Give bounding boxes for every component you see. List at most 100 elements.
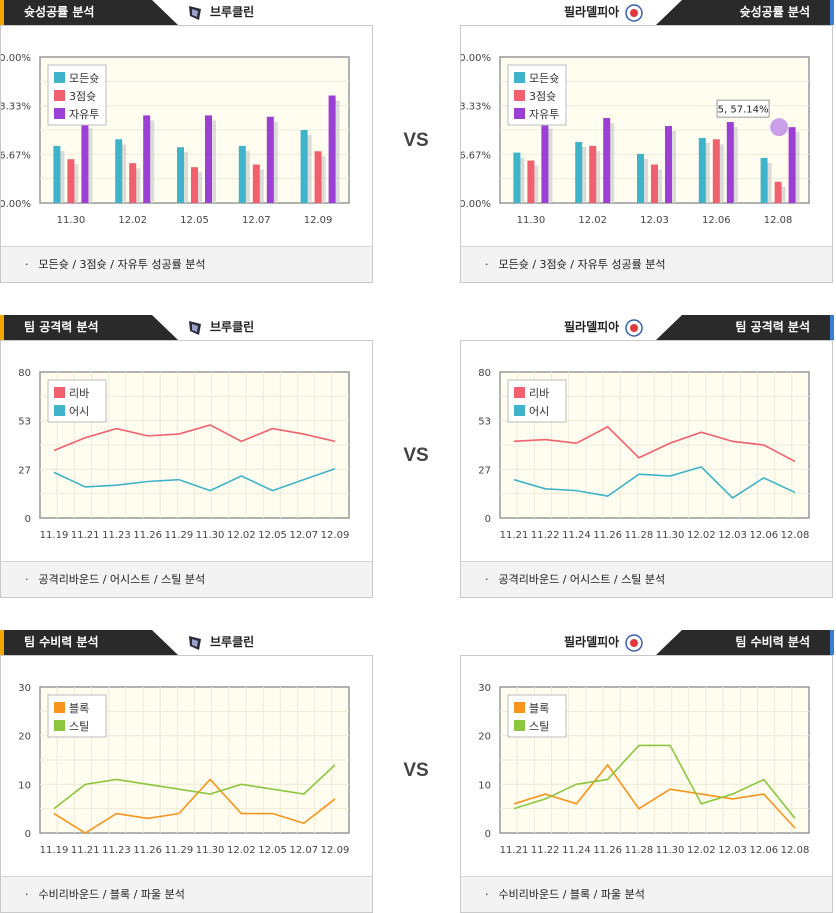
y-tick-label: 0 <box>25 829 31 840</box>
section-header: 필라델피아 팀 수비력 분석 <box>460 630 834 656</box>
bar-shadow <box>545 128 553 203</box>
team-name[interactable]: 필라델피아 <box>564 630 643 655</box>
bar <box>589 145 597 203</box>
legend-label: 어시 <box>69 405 89 418</box>
x-tick-label: 12.08 <box>781 530 810 541</box>
x-tick-label: 12.06 <box>702 215 731 226</box>
footer-text: 공격리바운드 / 어시스트 / 스틸 분석 <box>38 573 206 586</box>
x-tick-label: 11.26 <box>593 845 622 856</box>
philadelphia-logo-icon <box>625 318 643 337</box>
y-tick-label: 53 <box>478 417 491 428</box>
x-tick-label: 12.06 <box>749 845 778 856</box>
team-name-text: 필라델피아 <box>564 320 620 334</box>
y-tick-label: 53 <box>18 417 31 428</box>
section-header: 팀 공격력 분석 브루클린 <box>0 315 373 341</box>
brooklyn-logo-icon <box>189 320 201 335</box>
bar-shadow <box>531 165 539 203</box>
bar <box>300 130 308 203</box>
x-tick-label: 11.30 <box>196 530 225 541</box>
bar <box>53 145 61 203</box>
x-tick-label: 12.05 <box>258 845 287 856</box>
y-tick-label: 110.00% <box>1 53 31 64</box>
y-tick-label: 10 <box>478 780 491 791</box>
vs-label: VS <box>403 130 429 151</box>
legend-swatch <box>514 702 525 713</box>
bar-shadow <box>778 186 786 203</box>
bar-shadow <box>517 157 525 203</box>
bar-shadow <box>133 168 141 203</box>
legend-label: 3점슛 <box>529 90 556 103</box>
vs-label: VS <box>403 760 429 781</box>
bar-shadow <box>242 150 250 203</box>
offense-panel-left: 팀 공격력 분석 브루클린 80 53 27 0 11.19 11.21 11.23 11.2… <box>0 315 373 598</box>
x-tick-label: 11.21 <box>500 530 529 541</box>
bar-shadow <box>764 162 772 203</box>
y-tick-label: 36.67% <box>1 150 31 161</box>
y-tick-label: 10 <box>18 780 31 791</box>
hover-marker <box>770 118 789 137</box>
x-tick-label: 11.29 <box>165 845 194 856</box>
x-tick-label: 11.19 <box>40 845 69 856</box>
divider <box>460 25 833 26</box>
bar <box>205 115 212 203</box>
chart-footer: · 수비리바운드 / 블록 / 파울 분석 <box>1 876 372 912</box>
shooting-chart-right: 110.00% 73.33% 36.67% 0.00% 11.30 12.02 12.03 1… <box>447 53 810 226</box>
team-name[interactable]: 브루클린 <box>186 630 254 655</box>
footer-text: 공격리바운드 / 어시스트 / 스틸 분석 <box>498 573 666 586</box>
y-tick-label: 0 <box>485 514 491 525</box>
bar-shadow <box>318 156 326 203</box>
bar <box>698 137 706 203</box>
legend-label: 어시 <box>529 405 549 418</box>
section-header: 팀 수비력 분석 브루클린 <box>0 630 373 656</box>
bar <box>191 167 198 203</box>
x-tick-label: 11.29 <box>165 530 194 541</box>
x-tick-label: 12.03 <box>718 845 747 856</box>
team-name[interactable]: 브루클린 <box>186 315 254 340</box>
y-tick-label: 30 <box>478 683 491 694</box>
bar <box>252 164 260 203</box>
y-tick-label: 0.00% <box>1 199 31 210</box>
x-tick-label: 12.02 <box>227 530 256 541</box>
divider <box>0 340 373 341</box>
team-name[interactable]: 필라델피아 <box>564 315 643 340</box>
chart-box: 110.00% 73.33% 36.67% 0.00% 11.30 12.02 12.05 1… <box>0 26 373 283</box>
x-tick-label: 12.07 <box>289 530 318 541</box>
x-tick-label: 11.21 <box>71 530 100 541</box>
section-header: 슛성공률 분석 브루클린 <box>0 0 373 26</box>
x-tick-label: 11.26 <box>133 845 162 856</box>
x-tick-label: 12.08 <box>781 845 810 856</box>
brooklyn-logo-icon <box>189 5 201 20</box>
chart-box: 110.00% 73.33% 36.67% 0.00% 11.30 12.02 12.03 1… <box>447 26 833 283</box>
shooting-panel-right: 필라델피아 슛성공률 분석 110.00%73.33%36.67%0.00%11… <box>447 0 834 283</box>
legend-label: 블록 <box>69 702 89 715</box>
series-line <box>53 424 336 452</box>
defense-panel-right: 필라델피아 팀 수비력 분석 30 20 10 0 11.21 11.22 11.24 11.… <box>460 630 834 913</box>
x-tick-label: 12.02 <box>687 530 716 541</box>
series-line <box>513 763 796 829</box>
bar-shadow <box>655 169 662 203</box>
series-line <box>53 764 336 810</box>
bar <box>760 157 768 203</box>
bar <box>665 126 672 203</box>
x-tick-label: 11.30 <box>57 215 86 226</box>
x-tick-label: 12.02 <box>687 845 716 856</box>
legend-swatch <box>514 108 525 119</box>
x-tick-label: 12.07 <box>242 215 271 226</box>
team-name-text: 브루클린 <box>210 320 255 334</box>
team-name[interactable]: 브루클린 <box>186 0 254 25</box>
x-tick-label: 11.30 <box>656 845 685 856</box>
bar <box>81 123 89 203</box>
chart-box: 80 53 27 0 11.19 11.21 11.23 11.26 11.29 11.30 12.… <box>0 341 373 598</box>
bar-shadow <box>181 152 188 203</box>
y-tick-label: 27 <box>18 465 31 476</box>
shooting-panel-left: 슛성공률 분석 브루클린 110.00% 73.33% 36.67% 0.00% 11.… <box>0 0 373 283</box>
footer-text: 수비리바운드 / 블록 / 파울 분석 <box>498 888 645 901</box>
series-line <box>513 425 796 463</box>
x-tick-label: 12.05 <box>258 530 287 541</box>
team-name[interactable]: 필라델피아 <box>564 0 643 25</box>
divider <box>0 25 373 26</box>
bar <box>67 159 75 203</box>
vs-label: VS <box>403 445 429 466</box>
bullet-dot: · <box>25 258 29 271</box>
